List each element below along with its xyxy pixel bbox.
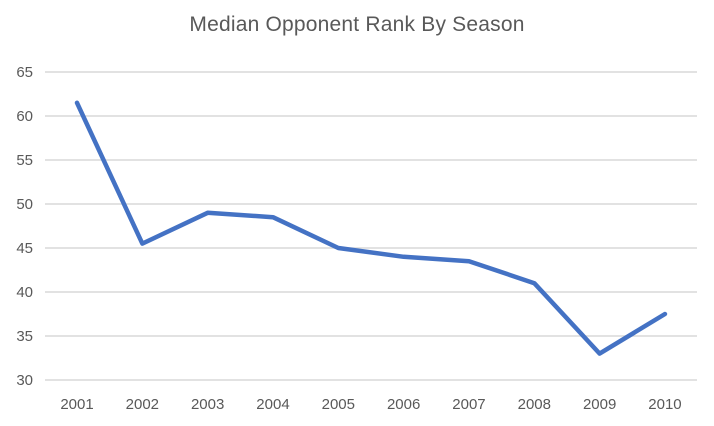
y-tick-label: 30 bbox=[16, 372, 33, 389]
x-tick-label: 2005 bbox=[322, 396, 355, 413]
y-tick-label: 55 bbox=[16, 152, 33, 169]
x-tick-label: 2006 bbox=[387, 396, 420, 413]
chart-title: Median Opponent Rank By Season bbox=[189, 13, 525, 36]
x-tick-label: 2002 bbox=[126, 396, 159, 413]
x-tick-label: 2003 bbox=[191, 396, 224, 413]
y-tick-label: 50 bbox=[16, 196, 33, 213]
x-tick-label: 2010 bbox=[648, 396, 681, 413]
y-tick-label: 60 bbox=[16, 108, 33, 125]
x-tick-label: 2009 bbox=[583, 396, 616, 413]
x-tick-label: 2001 bbox=[60, 396, 93, 413]
x-tick-label: 2007 bbox=[452, 396, 485, 413]
data-line-series bbox=[74, 100, 668, 356]
y-tick-label: 35 bbox=[16, 328, 33, 345]
y-tick-label: 65 bbox=[16, 64, 33, 81]
y-tick-label: 40 bbox=[16, 284, 33, 301]
x-tick-label: 2004 bbox=[256, 396, 289, 413]
x-tick-label: 2008 bbox=[518, 396, 551, 413]
y-tick-label: 45 bbox=[16, 240, 33, 257]
